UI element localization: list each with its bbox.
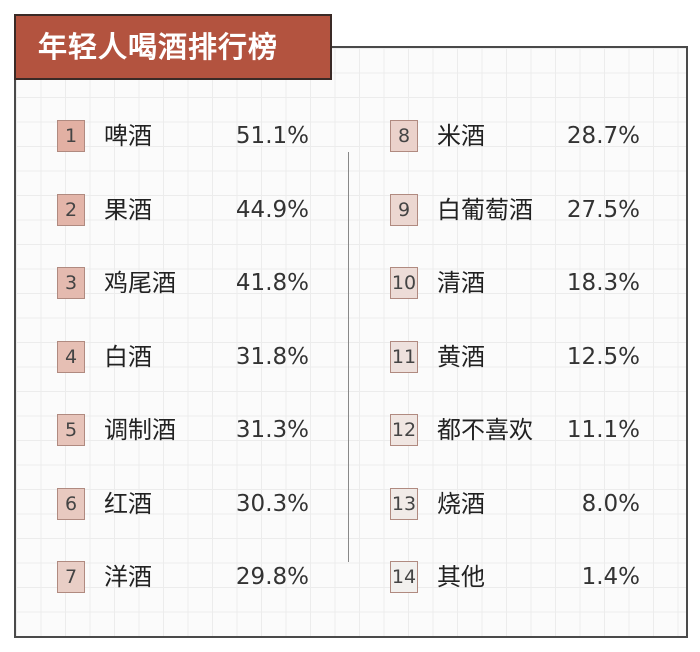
drink-name: 红酒 <box>104 489 152 518</box>
rank-badge: 1 <box>57 120 85 152</box>
percentage: 1.4% <box>581 564 640 590</box>
percentage: 31.8% <box>235 343 309 370</box>
percentage: 11.1% <box>566 417 640 443</box>
percentage: 44.9% <box>235 196 309 223</box>
drink-name: 啤酒 <box>104 122 152 150</box>
rank-badge: 13 <box>390 487 418 520</box>
drink-name: 洋酒 <box>104 563 152 591</box>
ranking-row: 7 洋酒 29.8% <box>57 561 309 593</box>
ranking-row: 6 红酒 30.3% <box>57 487 309 520</box>
percentage: 28.7% <box>566 123 640 149</box>
drink-name: 白葡萄酒 <box>437 195 533 224</box>
rank-badge: 8 <box>390 120 418 152</box>
title: 年轻人喝酒排行榜 <box>14 14 332 80</box>
percentage: 51.1% <box>235 123 309 149</box>
ranking-row: 11 黄酒 12.5% <box>390 340 640 373</box>
ranking-row: 9 白葡萄酒 27.5% <box>390 193 640 226</box>
ranking-row: 1 啤酒 51.1% <box>57 120 309 152</box>
divider <box>348 152 349 562</box>
drink-name: 烧酒 <box>437 489 485 518</box>
drink-name: 鸡尾酒 <box>104 269 176 297</box>
percentage: 12.5% <box>566 343 640 370</box>
ranking-row: 2 果酒 44.9% <box>57 193 309 226</box>
ranking-row: 3 鸡尾酒 41.8% <box>57 267 309 299</box>
rank-badge: 9 <box>390 193 418 226</box>
rank-badge: 4 <box>57 340 85 373</box>
rank-badge: 6 <box>57 487 85 520</box>
rank-badge: 14 <box>390 561 418 593</box>
ranking-row: 12 都不喜欢 11.1% <box>390 414 640 446</box>
rank-badge: 7 <box>57 561 85 593</box>
ranking-row: 8 米酒 28.7% <box>390 120 640 152</box>
drink-name: 调制酒 <box>104 416 176 444</box>
percentage: 31.3% <box>235 417 309 443</box>
drink-name: 清酒 <box>437 269 485 297</box>
drink-name: 果酒 <box>104 195 152 224</box>
drink-name: 白酒 <box>104 342 152 371</box>
board <box>14 46 688 638</box>
rank-badge: 2 <box>57 193 85 226</box>
percentage: 27.5% <box>566 196 640 223</box>
ranking-row: 14 其他 1.4% <box>390 561 640 593</box>
percentage: 30.3% <box>235 490 309 517</box>
rank-badge: 3 <box>57 267 85 299</box>
ranking-row: 5 调制酒 31.3% <box>57 414 309 446</box>
drink-name: 都不喜欢 <box>437 416 533 444</box>
ranking-row: 13 烧酒 8.0% <box>390 487 640 520</box>
drink-name: 米酒 <box>437 122 485 150</box>
rank-badge: 11 <box>390 340 418 373</box>
percentage: 29.8% <box>235 564 309 590</box>
percentage: 18.3% <box>566 270 640 296</box>
percentage: 41.8% <box>235 270 309 296</box>
drink-name: 其他 <box>437 563 485 591</box>
ranking-row: 4 白酒 31.8% <box>57 340 309 373</box>
drink-name: 黄酒 <box>437 342 485 371</box>
rank-badge: 10 <box>390 267 418 299</box>
ranking-row: 10 清酒 18.3% <box>390 267 640 299</box>
rank-badge: 12 <box>390 414 418 446</box>
percentage: 8.0% <box>581 490 640 517</box>
rank-badge: 5 <box>57 414 85 446</box>
